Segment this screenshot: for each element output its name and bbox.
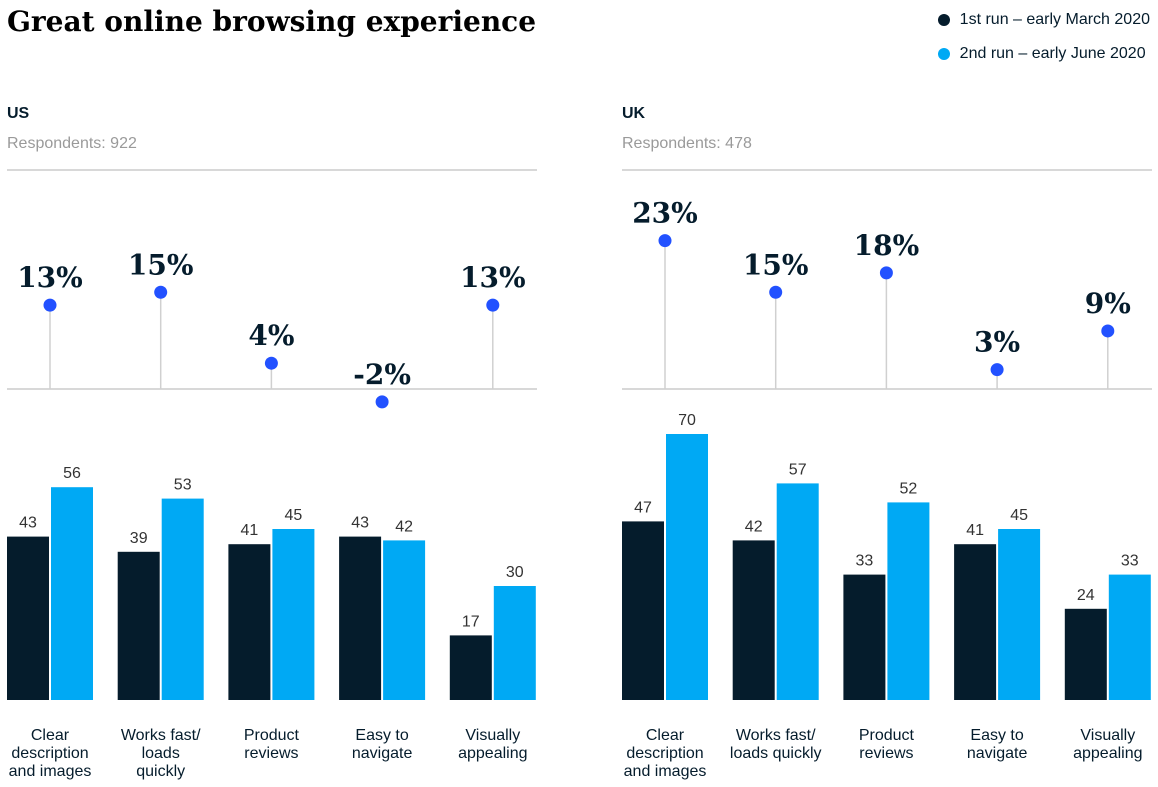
bar-first-run-us-4 [449,635,492,700]
bar-first-run-us-1 [117,551,160,700]
change-label-uk-1: 15% [743,248,809,281]
bar-value-second-run-us-0: 56 [63,465,81,482]
bar-first-run-uk-1 [732,540,775,700]
category-label-us-1-line-2: quickly [136,763,185,780]
bar-value-first-run-uk-0: 47 [634,499,652,516]
change-dot-us-1 [154,285,168,299]
change-dot-us-0 [43,298,57,312]
bar-first-run-uk-4 [1064,608,1107,700]
panel-title-us: US [7,105,30,122]
bar-value-first-run-uk-1: 42 [745,518,763,535]
change-dot-us-2 [264,356,278,370]
category-label-uk-0-line-1: description [626,745,703,762]
category-label-uk-0-line-2: and images [624,763,707,780]
category-label-us-4-line-0: Visually [465,727,520,744]
category-label-us-1-line-1: loads [142,745,180,762]
bar-value-second-run-us-3: 42 [395,518,413,535]
change-dot-uk-3 [990,363,1004,377]
category-label-us-2-line-1: reviews [244,745,298,762]
panel-title-uk: UK [622,105,646,122]
bar-value-first-run-us-0: 43 [19,515,37,532]
change-label-us-3: -2% [353,358,411,391]
bar-value-first-run-uk-4: 24 [1077,587,1095,604]
category-label-us-0-line-2: and images [9,763,92,780]
bar-second-run-uk-4 [1108,574,1151,700]
bar-value-first-run-uk-3: 41 [966,522,984,539]
bar-first-run-uk-0 [622,521,664,700]
bar-value-second-run-uk-1: 57 [789,461,807,478]
bar-second-run-us-3 [383,540,426,700]
respondents-label-uk: Respondents: 478 [622,135,752,152]
category-label-us-4-line-1: appealing [458,745,527,762]
bar-value-first-run-us-1: 39 [130,530,148,547]
category-label-uk-0-line-0: Clear [646,727,685,744]
change-label-uk-2: 18% [854,229,920,262]
legend-item-first-run: 1st run – early March 2020 [937,3,1150,37]
change-label-us-4: 13% [460,261,526,294]
change-label-uk-3: 3% [974,326,1020,359]
change-dot-us-4 [486,298,500,312]
bar-first-run-uk-3 [954,544,997,700]
legend-label-second-run: 2nd run – early June 2020 [959,45,1146,62]
bar-value-second-run-us-1: 53 [174,477,192,494]
change-label-uk-4: 9% [1085,287,1131,320]
change-dot-us-3 [375,395,389,409]
category-label-uk-4-line-1: appealing [1073,745,1142,762]
bar-second-run-us-0 [51,487,93,700]
legend: 1st run – early March 2020 2nd run – ear… [937,3,1150,71]
change-dot-uk-0 [658,234,672,248]
bar-value-first-run-us-3: 43 [351,515,369,532]
bar-value-first-run-us-2: 41 [241,522,259,539]
bar-first-run-us-3 [339,536,382,700]
legend-label-first-run: 1st run – early March 2020 [959,11,1150,28]
change-dot-uk-4 [1101,324,1115,338]
chart-title: Great online browsing experience [7,5,537,38]
category-label-uk-2-line-1: reviews [859,745,913,762]
bar-value-first-run-uk-2: 33 [856,553,874,570]
change-label-us-0: 13% [17,261,83,294]
bar-first-run-uk-2 [843,574,886,700]
bar-second-run-uk-3 [998,529,1041,700]
bar-second-run-uk-2 [887,502,930,700]
category-label-uk-3-line-0: Easy to [970,727,1023,744]
bar-second-run-us-2 [272,529,315,700]
bar-first-run-us-0 [7,536,49,700]
bar-second-run-uk-0 [666,434,708,700]
legend-item-second-run: 2nd run – early June 2020 [937,37,1150,71]
category-label-us-3-line-1: navigate [352,745,413,762]
bar-value-second-run-uk-4: 33 [1121,553,1139,570]
category-label-uk-1-line-0: Works fast/ [736,727,816,744]
bar-second-run-uk-1 [776,483,819,700]
category-label-uk-4-line-0: Visually [1080,727,1135,744]
category-label-us-0-line-1: description [11,745,88,762]
change-dot-uk-2 [879,266,893,280]
bar-second-run-us-1 [161,498,204,700]
bar-second-run-us-4 [493,586,536,700]
respondents-label-us: Respondents: 922 [7,135,137,152]
change-label-us-1: 15% [128,248,194,281]
bar-value-second-run-uk-3: 45 [1010,507,1028,524]
category-label-us-2-line-0: Product [244,727,300,744]
change-dot-uk-1 [769,285,783,299]
category-label-us-3-line-0: Easy to [355,727,408,744]
bar-value-second-run-us-2: 45 [285,507,303,524]
bar-value-second-run-us-4: 30 [506,564,524,581]
legend-swatch-second-run [937,48,950,60]
legend-swatch-first-run [937,14,950,26]
bar-value-second-run-uk-0: 70 [678,412,696,429]
bar-first-run-us-2 [228,544,271,700]
category-label-uk-1-line-1: loads quickly [730,745,822,762]
category-label-uk-3-line-1: navigate [967,745,1028,762]
bar-value-second-run-uk-2: 52 [900,480,918,497]
change-label-uk-0: 23% [632,197,698,230]
category-label-us-0-line-0: Clear [31,727,70,744]
category-label-us-1-line-0: Works fast/ [121,727,201,744]
category-label-uk-2-line-0: Product [859,727,915,744]
bar-value-first-run-us-4: 17 [462,613,480,630]
change-label-us-2: 4% [248,319,294,352]
